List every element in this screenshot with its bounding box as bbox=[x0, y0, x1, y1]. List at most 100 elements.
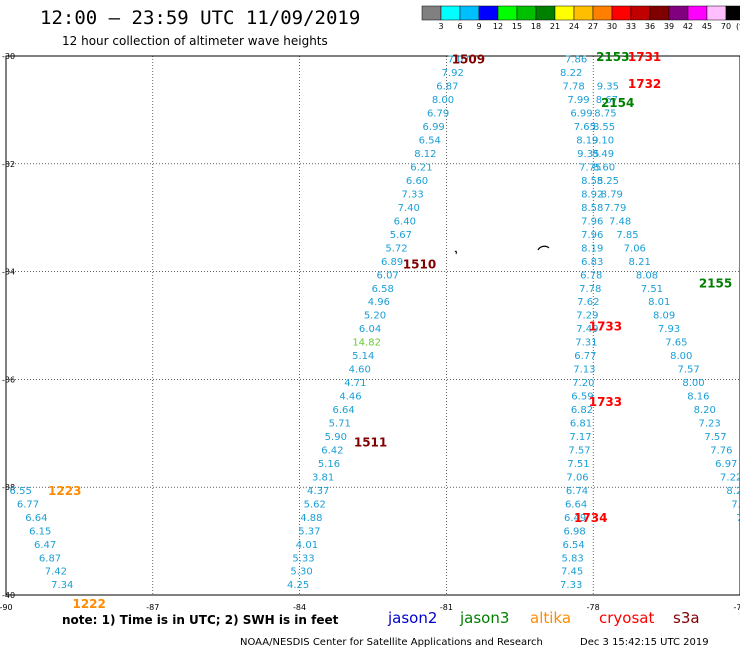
wave-height-value: 5.83 bbox=[562, 553, 584, 564]
axis-ticks: -90 -87 -84 -81 -78 -75 -30 -32 -34 -36 -38 -40 bbox=[0, 52, 740, 612]
wave-height-value: 5.16 bbox=[318, 459, 340, 470]
wave-height-value: 8.01 bbox=[648, 297, 670, 308]
page-title: 12:00 — 23:59 UTC 11/09/2019 bbox=[40, 7, 360, 29]
wave-height-value: 7.78 bbox=[562, 82, 584, 93]
island-mark bbox=[537, 245, 550, 251]
wave-height-value: 9.10 bbox=[592, 136, 614, 147]
wave-height-value: 7.06 bbox=[566, 472, 588, 483]
pass-time-label: 1733 bbox=[589, 395, 622, 409]
wave-height-value: 6.59 bbox=[571, 392, 593, 403]
wave-height-value: 6.99 bbox=[570, 109, 592, 120]
wave-height-value: 7.79 bbox=[604, 203, 626, 214]
pass-time-label: 1222 bbox=[72, 597, 105, 611]
pass-time-label: 2154 bbox=[601, 96, 634, 110]
scale-label: 6 bbox=[457, 22, 462, 31]
wave-height-value: 7.81 bbox=[736, 513, 740, 524]
wave-height-value: 8.09 bbox=[653, 311, 675, 322]
wave-height-value: 8.60 bbox=[593, 162, 615, 173]
wave-height-value: 7.99 bbox=[567, 95, 589, 106]
scale-label: 9 bbox=[476, 22, 481, 31]
legend-cryosat: cryosat bbox=[599, 609, 654, 627]
wave-height-value: 7.86 bbox=[565, 55, 587, 66]
wave-height-value: 5.67 bbox=[390, 230, 412, 241]
wave-height-value: 8.75 bbox=[594, 109, 616, 120]
wave-height-value: 6.77 bbox=[17, 499, 39, 510]
wave-height-value: 4.60 bbox=[349, 365, 371, 376]
map-grid bbox=[5, 55, 740, 596]
scale-label: 27 bbox=[588, 22, 598, 31]
wave-height-value: 8.21 bbox=[629, 257, 651, 268]
satellite-legend: jason2 jason3 altika cryosat s3a bbox=[387, 609, 700, 627]
wave-height-value: 7.57 bbox=[704, 432, 726, 443]
legend-jason2: jason2 bbox=[387, 609, 437, 627]
wave-height-value: 7.57 bbox=[568, 445, 590, 456]
wave-height-value: 6.99 bbox=[423, 122, 445, 133]
pass-time-label: 1732 bbox=[628, 77, 661, 91]
wave-height-value: 6.98 bbox=[563, 526, 585, 537]
legend-s3a: s3a bbox=[673, 609, 700, 627]
wave-height-value: 7.34 bbox=[51, 580, 73, 591]
wave-height-value: 8.58 bbox=[581, 203, 603, 214]
wave-height-value: 7.22 bbox=[720, 472, 740, 483]
wave-height-value: 7.40 bbox=[398, 203, 420, 214]
wave-height-value: 7.23 bbox=[699, 419, 721, 430]
x-tick-label: -81 bbox=[440, 603, 453, 612]
pass-time-label: 1509 bbox=[452, 53, 485, 67]
pass-time-label: 1731 bbox=[628, 50, 661, 64]
wave-height-value: 6.83 bbox=[581, 257, 603, 268]
wave-height-value: 7.31 bbox=[575, 338, 597, 349]
island-mark bbox=[454, 250, 457, 255]
legend-jason3: jason3 bbox=[459, 609, 509, 627]
scale-swatch bbox=[516, 5, 537, 21]
scale-label: 39 bbox=[664, 22, 674, 31]
wave-height-value: 7.20 bbox=[572, 378, 594, 389]
scale-label: 33 bbox=[626, 22, 636, 31]
wave-height-value: 8.16 bbox=[687, 392, 709, 403]
pass-time-label: 1223 bbox=[48, 484, 81, 498]
x-tick-label: -90 bbox=[0, 603, 13, 612]
wave-height-value: 14.82 bbox=[352, 338, 381, 349]
scale-label: 24 bbox=[569, 22, 579, 31]
scale-swatch bbox=[497, 5, 518, 21]
wave-height-value: 6.15 bbox=[29, 526, 51, 537]
wave-height-value: 6.79 bbox=[427, 109, 449, 120]
wave-height-value: 8.55 bbox=[593, 122, 615, 133]
wave-height-value: 7.29 bbox=[576, 311, 598, 322]
scale-label: 36 bbox=[645, 22, 655, 31]
scale-swatch bbox=[440, 5, 461, 21]
scale-label: 12 bbox=[493, 22, 503, 31]
scale-swatch bbox=[649, 5, 670, 21]
y-tick-label: -32 bbox=[2, 160, 15, 169]
wave-height-value: 4.96 bbox=[368, 297, 390, 308]
wave-height-value: 6.40 bbox=[394, 216, 416, 227]
pass-time-label: 2153 bbox=[596, 50, 629, 64]
wave-height-value: 6.21 bbox=[410, 162, 432, 173]
scale-label: 30 bbox=[607, 22, 617, 31]
wave-height-value: 8.20 bbox=[694, 405, 716, 416]
wave-height-value: 7.78 bbox=[579, 284, 601, 295]
wave-height-value: 6.78 bbox=[580, 270, 602, 281]
wave-height-value: 8.22 bbox=[560, 68, 582, 79]
wave-height-value: 6.04 bbox=[359, 324, 381, 335]
track-1733: 7.86 8.22 7.78 7.99 6.99 7.65 8.19 9.35 7.75 8.55… bbox=[560, 55, 603, 592]
wave-height-value: 7.06 bbox=[624, 243, 646, 254]
wave-height-value: 8.08 bbox=[636, 270, 658, 281]
wave-height-value: 8.00 bbox=[432, 95, 454, 106]
wave-height-value: 6.49 bbox=[564, 513, 586, 524]
wave-height-value: 8.19 bbox=[581, 243, 603, 254]
scale-swatch bbox=[725, 5, 740, 21]
wave-height-value: 8.92 bbox=[581, 189, 603, 200]
wave-height-value: 6.47 bbox=[34, 540, 56, 551]
scale-label: 3 bbox=[438, 22, 443, 31]
pass-time-label: 1511 bbox=[354, 435, 387, 449]
wave-height-value: 8.67 bbox=[596, 95, 618, 106]
coastline-islands bbox=[454, 245, 550, 255]
scale-label: 15 bbox=[512, 22, 522, 31]
scale-unit: (ft) bbox=[736, 22, 740, 31]
y-tick-label: -34 bbox=[2, 268, 15, 277]
wave-height-value: 7.48 bbox=[609, 216, 631, 227]
wave-height-value: 6.54 bbox=[562, 540, 584, 551]
wave-height-value: 7.51 bbox=[567, 459, 589, 470]
wave-height-value: 6.64 bbox=[333, 405, 355, 416]
